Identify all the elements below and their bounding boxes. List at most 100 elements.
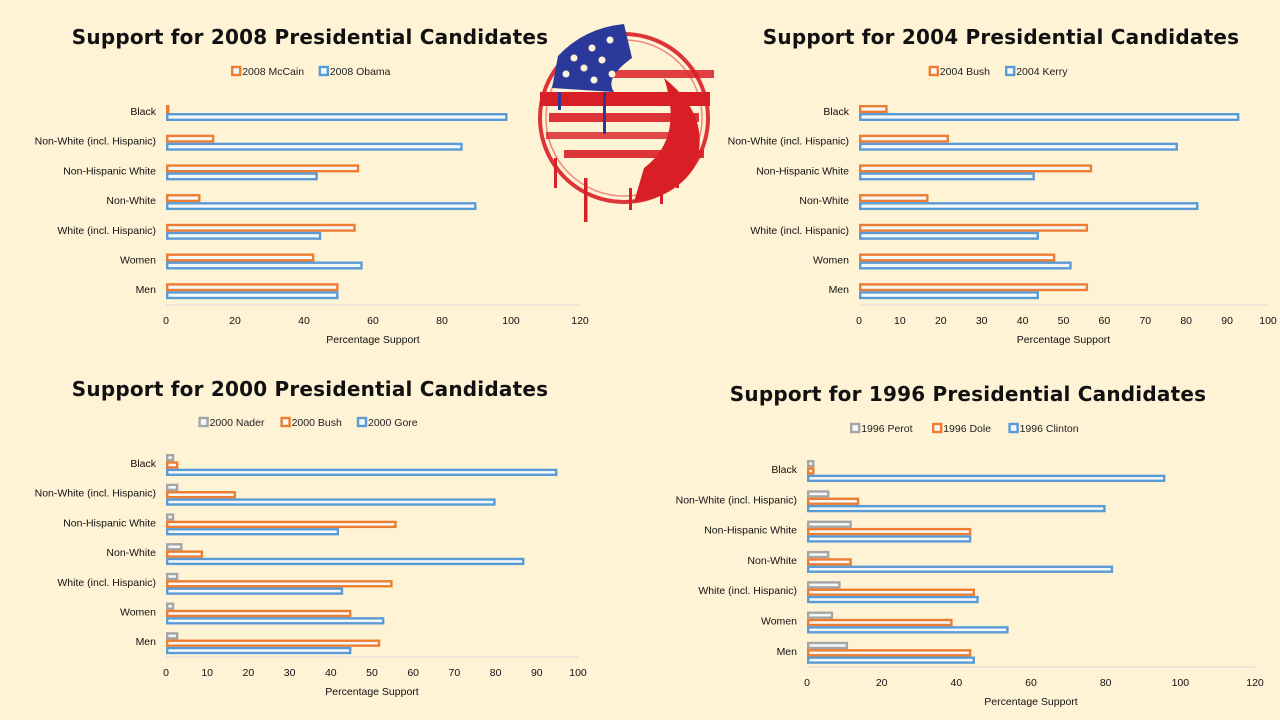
x-tick-label: 60 (367, 315, 379, 327)
bar-1996-dole (807, 497, 860, 505)
x-tick-label: 20 (243, 667, 255, 679)
legend-label: 2004 Kerry (1016, 66, 1068, 78)
bar-2000-bush (165, 491, 237, 499)
bar-1996-perot (807, 460, 815, 468)
bar-2008-mccain (165, 104, 170, 113)
x-tick-label: 30 (284, 667, 296, 679)
bar-2000-nader (165, 572, 179, 581)
x-tick-label: 50 (366, 667, 378, 679)
chart-title: Support for 1996 Presidential Candidates (730, 382, 1206, 406)
legend-swatch-icon (280, 416, 291, 428)
legend-swatch-icon (1008, 422, 1019, 434)
x-tick-label: 10 (201, 667, 213, 679)
legend-swatch-icon (932, 422, 943, 434)
x-axis-title: Percentage Support (984, 696, 1077, 708)
x-tick-label: 100 (1259, 315, 1277, 327)
chart-2008: Support for 2008 Presidential Candidates… (35, 25, 589, 346)
bar-1996-perot (807, 581, 841, 589)
x-tick-label: 120 (571, 315, 589, 327)
x-tick-label: 100 (1172, 677, 1190, 689)
bar-1996-clinton (807, 656, 976, 664)
chart-2000: Support for 2000 Presidential Candidates… (35, 377, 587, 698)
x-axis-title: Percentage Support (1017, 334, 1110, 346)
bar-2008-obama (165, 172, 318, 181)
bar-2004-kerry (859, 291, 1039, 300)
category-label: Men (777, 646, 798, 658)
bar-2004-bush (859, 164, 1093, 173)
bar-1996-dole (807, 618, 953, 627)
legend-swatch-icon (356, 416, 368, 428)
category-label: Non-Hispanic White (756, 165, 849, 177)
x-tick-label: 40 (950, 677, 962, 689)
bar-2008-obama (165, 231, 322, 240)
x-tick-label: 20 (876, 677, 888, 689)
x-tick-label: 90 (1221, 315, 1233, 327)
legend-label: 2000 Bush (292, 417, 342, 429)
category-label: Non-White (incl. Hispanic) (676, 494, 797, 506)
chart-1996: Support for 1996 Presidential Candidates… (676, 382, 1264, 708)
bar-2000-gore (165, 528, 340, 536)
legend-label: 2000 Gore (368, 417, 418, 429)
x-tick-label: 40 (1017, 315, 1029, 327)
legend-item: 2004 Bush (928, 65, 990, 78)
legend: 2000 Nader 2000 Bush 2000 Gore (198, 416, 418, 429)
x-tick-label: 90 (531, 667, 543, 679)
bar-2008-obama (165, 261, 363, 270)
bar-1996-clinton (807, 565, 1114, 573)
x-tick-label: 80 (490, 667, 502, 679)
bar-2000-gore (165, 468, 558, 477)
category-label: Black (771, 464, 797, 476)
bar-2004-bush (859, 283, 1089, 292)
category-label: Women (813, 255, 849, 267)
chart-title: Support for 2008 Presidential Candidates (72, 25, 548, 49)
bar-2008-mccain (165, 134, 215, 143)
distressed-american-flag-circle-icon (538, 24, 714, 222)
bar-1996-perot (807, 550, 830, 559)
bar-1996-dole (807, 649, 972, 657)
bar-2004-bush (859, 253, 1056, 262)
x-tick-label: 40 (298, 315, 310, 327)
bar-1996-perot (807, 520, 852, 528)
bar-1996-clinton (807, 535, 972, 543)
bar-2004-kerry (859, 112, 1240, 121)
category-label: Women (120, 255, 156, 267)
category-label: White (incl. Hispanic) (698, 585, 797, 597)
x-tick-label: 20 (935, 315, 947, 327)
legend-swatch-icon (198, 416, 209, 428)
bar-2004-bush (859, 194, 929, 203)
bar-2004-kerry (859, 261, 1072, 270)
bar-2004-kerry (859, 142, 1179, 151)
category-label: Women (761, 616, 797, 628)
bar-1996-clinton (807, 626, 1009, 634)
legend-item: 1996 Clinton (1008, 422, 1079, 435)
bar-2000-bush (165, 461, 179, 469)
legend-item: 2008 McCain (230, 65, 304, 78)
category-label: Men (829, 284, 850, 296)
legend-swatch-icon (230, 65, 242, 77)
legend-swatch-icon (318, 65, 329, 77)
bar-2008-mccain (165, 194, 201, 203)
x-tick-label: 80 (1180, 315, 1192, 327)
bar-2008-mccain (165, 253, 315, 262)
bar-2008-obama (165, 202, 477, 211)
x-tick-label: 120 (1246, 677, 1264, 689)
bar-2000-nader (165, 454, 175, 462)
legend-swatch-icon (850, 422, 861, 434)
x-tick-label: 100 (569, 667, 587, 679)
legend: 2004 Bush 2004 Kerry (928, 65, 1068, 78)
category-label: Non-White (106, 195, 156, 207)
x-tick-label: 50 (1058, 315, 1070, 327)
chart-title: Support for 2004 Presidential Candidates (763, 25, 1239, 49)
category-label: Non-White (incl. Hispanic) (35, 136, 156, 148)
x-tick-label: 80 (1100, 677, 1112, 689)
bar-2000-gore (165, 587, 344, 595)
chart-title: Support for 2000 Presidential Candidates (72, 377, 548, 401)
bar-1996-clinton (807, 504, 1106, 513)
bar-2000-bush (165, 639, 381, 647)
legend-item: 2000 Gore (356, 416, 418, 429)
legend-label: 2008 Obama (330, 66, 391, 78)
legend-item: 2000 Nader (198, 416, 265, 429)
legend-label: 1996 Dole (943, 423, 991, 435)
x-tick-label: 60 (407, 667, 419, 679)
category-label: Non-Hispanic White (704, 525, 797, 537)
